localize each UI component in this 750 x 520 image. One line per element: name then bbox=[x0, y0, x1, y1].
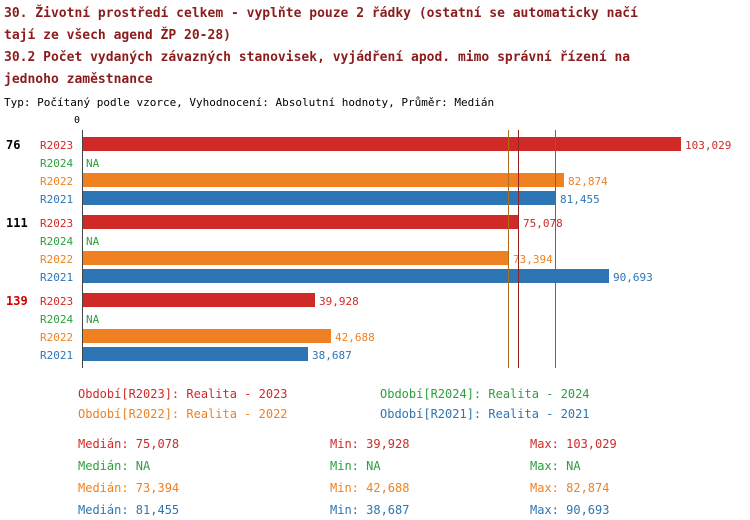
bar-chart: 0 76 R2023 103,029 R2024 NA R2022 82,874 R2021 8… bbox=[0, 113, 750, 377]
bar-R2022 bbox=[83, 251, 509, 265]
bar-row-label: R2022 bbox=[40, 175, 74, 188]
bar-value-label: 81,455 bbox=[560, 193, 600, 206]
bar-R2022 bbox=[83, 173, 564, 187]
stat-min-r2023: Min: 39,928 bbox=[330, 437, 410, 451]
bar-row-label: R2023 bbox=[40, 139, 74, 152]
bar-value-label: 39,928 bbox=[319, 295, 359, 308]
report-title-line-1: 30. Životní prostředí celkem - vyplňte p… bbox=[4, 6, 638, 21]
stat-median-r2023: Medián: 75,078 bbox=[78, 437, 180, 451]
median-line-R2022 bbox=[508, 130, 509, 368]
stat-max-r2023: Max: 103,029 bbox=[530, 437, 617, 451]
bar-R2021 bbox=[83, 347, 308, 361]
stats-row-r2021: Medián: 81,455 Min: 38,687 Max: 90,693 bbox=[0, 503, 750, 520]
legend-item-r2021: Období[R2021]: Realita - 2021 bbox=[380, 407, 590, 421]
stat-median-r2022: Medián: 73,394 bbox=[78, 481, 180, 495]
bar-row-label: R2021 bbox=[40, 271, 74, 284]
stat-min-r2022: Min: 42,688 bbox=[330, 481, 410, 495]
bar-row-label: R2022 bbox=[40, 253, 74, 266]
report-subtitle-line-1: 30.2 Počet vydaných závazných stanovisek… bbox=[4, 50, 631, 65]
bar-value-label: NA bbox=[86, 157, 100, 170]
legend: Období[R2023]: Realita - 2023 Období[R20… bbox=[0, 387, 750, 429]
y-axis-line bbox=[82, 130, 83, 368]
stat-median-r2024: Medián: NA bbox=[78, 459, 151, 473]
bar-R2023 bbox=[83, 293, 315, 307]
bar-value-label: NA bbox=[86, 313, 100, 326]
bar-R2021 bbox=[83, 191, 556, 205]
legend-item-r2022: Období[R2022]: Realita - 2022 bbox=[78, 407, 288, 421]
bar-row-label: R2021 bbox=[40, 193, 74, 206]
bar-row-label: R2022 bbox=[40, 331, 74, 344]
bar-R2021 bbox=[83, 269, 609, 283]
median-line-R2021 bbox=[555, 130, 556, 368]
legend-item-r2024: Období[R2024]: Realita - 2024 bbox=[380, 387, 590, 401]
bar-value-label: 90,693 bbox=[613, 271, 653, 284]
stats-row-r2022: Medián: 73,394 Min: 42,688 Max: 82,874 bbox=[0, 481, 750, 503]
stat-max-r2022: Max: 82,874 bbox=[530, 481, 610, 495]
report-meta: Typ: Počítaný podle vzorce, Vyhodnocení:… bbox=[4, 96, 495, 109]
stat-min-r2021: Min: 38,687 bbox=[330, 503, 410, 517]
bar-value-label: 103,029 bbox=[685, 139, 732, 152]
bar-row-label: R2023 bbox=[40, 217, 74, 230]
group-label: 76 bbox=[6, 138, 21, 152]
report-title-line-2: tají ze všech agend ŽP 20-28) bbox=[4, 28, 231, 43]
report-subtitle-line-2: jednoho zaměstnance bbox=[4, 72, 153, 87]
group-label: 139 bbox=[6, 294, 28, 308]
stat-max-r2021: Max: 90,693 bbox=[530, 503, 610, 517]
stat-min-r2024: Min: NA bbox=[330, 459, 381, 473]
stat-max-r2024: Max: NA bbox=[530, 459, 581, 473]
bar-row-label: R2024 bbox=[40, 313, 74, 326]
bar-row-label: R2023 bbox=[40, 295, 74, 308]
bar-value-label: 42,688 bbox=[335, 331, 375, 344]
bar-R2023 bbox=[83, 215, 519, 229]
legend-item-r2023: Období[R2023]: Realita - 2023 bbox=[78, 387, 288, 401]
bar-value-label: 75,078 bbox=[523, 217, 563, 230]
stats-row-r2023: Medián: 75,078 Min: 39,928 Max: 103,029 bbox=[0, 437, 750, 459]
bar-row-label: R2024 bbox=[40, 157, 74, 170]
stat-median-r2021: Medián: 81,455 bbox=[78, 503, 180, 517]
bar-row-label: R2024 bbox=[40, 235, 74, 248]
group-label: 111 bbox=[6, 216, 28, 230]
bar-value-label: 73,394 bbox=[513, 253, 553, 266]
bar-value-label: 38,687 bbox=[312, 349, 352, 362]
bar-row-label: R2021 bbox=[40, 349, 74, 362]
stats-panel: Medián: 75,078 Min: 39,928 Max: 103,029 … bbox=[0, 434, 750, 520]
median-line-R2023 bbox=[518, 130, 519, 368]
bar-value-label: 82,874 bbox=[568, 175, 608, 188]
bar-R2023 bbox=[83, 137, 681, 151]
bar-R2022 bbox=[83, 329, 331, 343]
report-header: 30. Životní prostředí celkem - vyplňte p… bbox=[4, 3, 638, 109]
bar-value-label: NA bbox=[86, 235, 100, 248]
stats-row-r2024: Medián: NA Min: NA Max: NA bbox=[0, 459, 750, 481]
axis-origin-label: 0 bbox=[73, 115, 80, 126]
